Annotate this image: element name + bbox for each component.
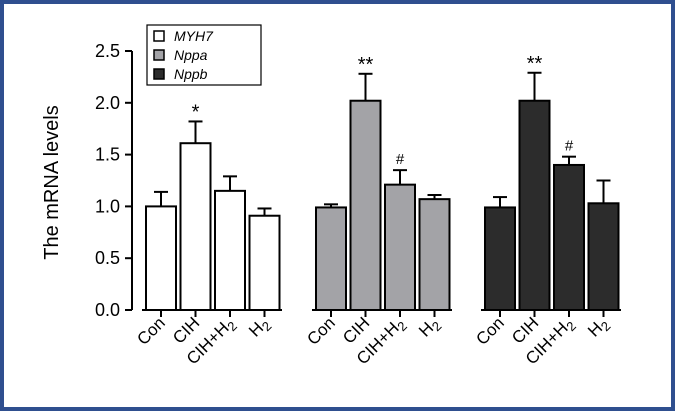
bar	[179, 142, 212, 311]
x-tick-label: Con	[303, 313, 338, 348]
legend-box	[146, 24, 262, 86]
x-tick-label: Con	[133, 313, 168, 348]
bar	[145, 205, 177, 311]
x-tick-label: H2	[415, 313, 444, 342]
significance-marker: #	[396, 151, 405, 168]
bar	[418, 198, 451, 311]
bar-group-nppb: Con CIH**CIH+H2#H2	[472, 53, 621, 368]
x-tick-label: H2	[245, 313, 274, 342]
bar	[553, 163, 585, 311]
bar	[587, 202, 620, 312]
legend-swatch	[153, 68, 165, 80]
bar	[384, 183, 416, 311]
bar-group-nppa: Con CIH**CIH+H2#H2	[303, 54, 452, 368]
y-axis-label: The mRNA levels	[41, 105, 63, 260]
y-tick-label: 0.5	[95, 248, 120, 268]
bar-group-myh7: Con CIH*CIH+H2 H2	[133, 101, 282, 368]
bar	[349, 99, 382, 311]
y-tick-label: 1.5	[95, 145, 120, 165]
y-tick-label: 2.0	[95, 93, 120, 113]
x-tick-label: Con	[472, 313, 507, 348]
bar-chart: 0.0 0.5 1.0 1.5 2.0 2.5 The mRNA levels Con CIH*…	[41, 24, 621, 368]
y-tick-label: 2.5	[95, 41, 120, 61]
bar	[484, 206, 516, 312]
bar	[214, 189, 246, 311]
bar	[518, 99, 551, 311]
legend-label: Nppa	[174, 47, 208, 63]
legend-swatch	[153, 30, 165, 42]
significance-marker: **	[527, 53, 543, 75]
x-tick-label: H2	[584, 313, 613, 342]
y-tick-label: 0.0	[95, 300, 120, 320]
significance-marker: #	[565, 138, 574, 155]
legend-label: Nppb	[174, 66, 208, 82]
legend: MYH7 Nppa Nppb	[146, 24, 262, 86]
significance-marker: *	[192, 101, 200, 123]
legend-label: MYH7	[174, 28, 214, 44]
legend-swatch	[153, 49, 165, 61]
significance-marker: **	[358, 54, 374, 76]
bar	[315, 206, 347, 312]
bar	[248, 214, 281, 311]
y-tick-label: 1.0	[95, 196, 120, 216]
